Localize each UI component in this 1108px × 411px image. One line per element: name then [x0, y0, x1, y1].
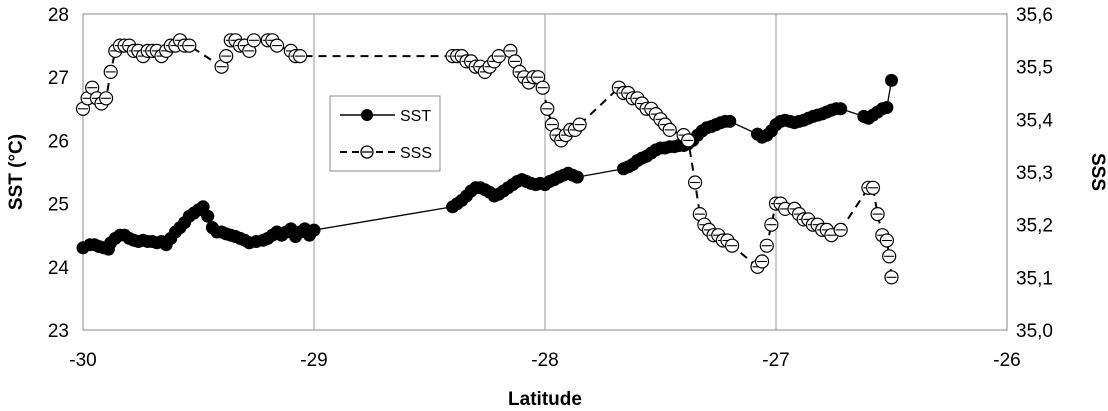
y-left-tick-label: 25	[48, 195, 69, 216]
legend-box	[329, 95, 441, 172]
sst-series	[76, 73, 898, 256]
y-right-tick-label: 35,5	[1016, 58, 1053, 79]
y-right-tick-label: 35,1	[1016, 268, 1053, 289]
sss-series	[75, 33, 899, 285]
legend-sst-marker	[361, 109, 373, 121]
plot-area-frame	[82, 13, 1008, 331]
y-left-tick-label: 27	[48, 68, 69, 89]
legend: SST SSS	[329, 95, 441, 172]
y-left-tick-label: 23	[48, 321, 69, 342]
y-right-tick-label: 35,6	[1016, 5, 1053, 26]
x-axis-title: Latitude	[508, 389, 582, 410]
y-left-tick-label: 26	[48, 131, 69, 152]
y-right-tick-label: 35,2	[1016, 216, 1053, 237]
sst-point	[723, 114, 737, 128]
left-y-axis-title: SST (°C)	[6, 134, 27, 210]
legend-sss-label: SSS	[400, 145, 432, 162]
y-left-tick-label: 24	[48, 258, 70, 279]
sst-point	[307, 223, 321, 237]
grid-lines	[313, 14, 777, 330]
x-tick-label: -27	[762, 350, 789, 371]
y-right-tick-label: 35,4	[1016, 110, 1053, 131]
sst-point	[201, 209, 215, 223]
y-right-tick-label: 35,3	[1016, 163, 1053, 184]
y-left-tick-label: 28	[48, 5, 69, 26]
left-y-axis-ticks: 23 24 25 26 27 28	[48, 5, 70, 342]
sst-point	[880, 101, 894, 114]
x-tick-label: -28	[531, 350, 558, 371]
sst-point	[570, 170, 584, 184]
x-axis-ticks: -30 -29 -28 -27 -26	[69, 350, 1020, 371]
x-tick-label: -29	[300, 350, 327, 371]
x-tick-label: -30	[69, 350, 96, 371]
x-tick-label: -26	[993, 350, 1020, 371]
right-y-axis-ticks: 35,0 35,1 35,2 35,3 35,4 35,5 35,6	[1016, 5, 1053, 342]
legend-sst-label: SST	[400, 108, 431, 125]
sst-point	[885, 73, 898, 87]
sst-point	[834, 102, 848, 116]
y-right-tick-label: 35,0	[1016, 321, 1053, 342]
right-y-axis-title: SSS	[1087, 153, 1108, 191]
